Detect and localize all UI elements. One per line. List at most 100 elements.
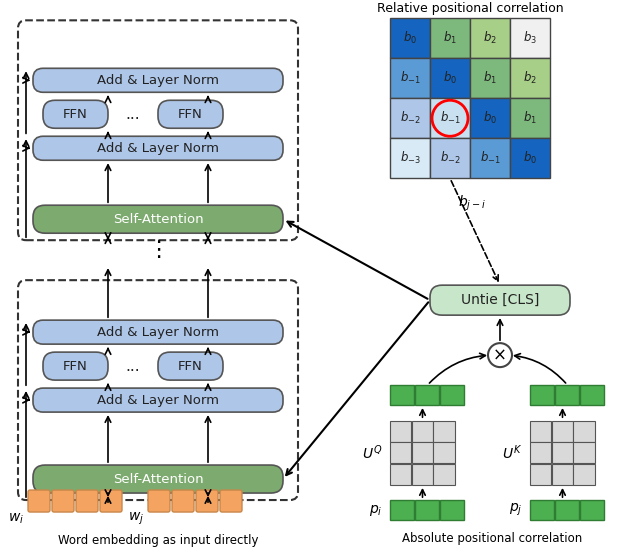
FancyBboxPatch shape bbox=[470, 98, 510, 138]
FancyBboxPatch shape bbox=[580, 385, 604, 405]
FancyBboxPatch shape bbox=[390, 385, 414, 405]
Text: $b_{-2}$: $b_{-2}$ bbox=[399, 110, 420, 126]
FancyBboxPatch shape bbox=[412, 421, 433, 442]
FancyBboxPatch shape bbox=[510, 98, 550, 138]
Text: $b_2$: $b_2$ bbox=[483, 30, 497, 46]
Text: $p_j$: $p_j$ bbox=[509, 502, 523, 518]
FancyBboxPatch shape bbox=[552, 464, 573, 485]
Text: Word embedding as input directly: Word embedding as input directly bbox=[58, 534, 259, 546]
FancyBboxPatch shape bbox=[220, 490, 242, 512]
FancyBboxPatch shape bbox=[390, 138, 430, 178]
FancyBboxPatch shape bbox=[412, 464, 433, 485]
FancyBboxPatch shape bbox=[530, 500, 554, 520]
FancyBboxPatch shape bbox=[573, 421, 595, 442]
FancyBboxPatch shape bbox=[33, 205, 283, 233]
FancyBboxPatch shape bbox=[470, 58, 510, 98]
FancyBboxPatch shape bbox=[52, 490, 74, 512]
Text: Add & Layer Norm: Add & Layer Norm bbox=[97, 394, 219, 406]
FancyBboxPatch shape bbox=[433, 442, 454, 463]
FancyBboxPatch shape bbox=[530, 385, 554, 405]
Text: $b_{-2}$: $b_{-2}$ bbox=[440, 150, 460, 166]
Text: $b_0$: $b_0$ bbox=[403, 30, 417, 46]
FancyBboxPatch shape bbox=[510, 58, 550, 98]
Text: ...: ... bbox=[125, 358, 140, 374]
Text: ×: × bbox=[493, 346, 507, 364]
Text: $b_{-1}$: $b_{-1}$ bbox=[440, 110, 460, 126]
FancyBboxPatch shape bbox=[530, 464, 551, 485]
FancyBboxPatch shape bbox=[33, 465, 283, 493]
FancyBboxPatch shape bbox=[430, 138, 470, 178]
FancyBboxPatch shape bbox=[430, 285, 570, 315]
Text: Untie [CLS]: Untie [CLS] bbox=[461, 293, 539, 307]
FancyBboxPatch shape bbox=[440, 385, 464, 405]
Text: $b_{j-i}$: $b_{j-i}$ bbox=[458, 194, 486, 213]
Circle shape bbox=[488, 343, 512, 367]
Text: $w_j$: $w_j$ bbox=[128, 511, 144, 527]
FancyBboxPatch shape bbox=[573, 464, 595, 485]
Text: $b_{-3}$: $b_{-3}$ bbox=[399, 150, 420, 166]
FancyBboxPatch shape bbox=[390, 442, 411, 463]
FancyBboxPatch shape bbox=[390, 18, 430, 58]
Text: Self-Attention: Self-Attention bbox=[113, 473, 204, 486]
FancyBboxPatch shape bbox=[555, 385, 579, 405]
FancyBboxPatch shape bbox=[33, 320, 283, 344]
Text: ...: ... bbox=[125, 107, 140, 122]
FancyBboxPatch shape bbox=[430, 18, 470, 58]
Text: $U^K$: $U^K$ bbox=[502, 444, 522, 462]
Text: $b_0$: $b_0$ bbox=[483, 110, 497, 126]
FancyBboxPatch shape bbox=[433, 464, 454, 485]
Text: Self-Attention: Self-Attention bbox=[113, 213, 204, 226]
FancyBboxPatch shape bbox=[28, 490, 50, 512]
Text: Add & Layer Norm: Add & Layer Norm bbox=[97, 142, 219, 155]
FancyBboxPatch shape bbox=[33, 69, 283, 92]
FancyBboxPatch shape bbox=[552, 442, 573, 463]
FancyBboxPatch shape bbox=[18, 280, 298, 500]
FancyBboxPatch shape bbox=[18, 20, 298, 240]
Text: $b_3$: $b_3$ bbox=[523, 30, 537, 46]
FancyBboxPatch shape bbox=[415, 385, 439, 405]
Text: FFN: FFN bbox=[178, 108, 202, 121]
FancyBboxPatch shape bbox=[196, 490, 218, 512]
Text: FFN: FFN bbox=[63, 359, 88, 373]
Text: $w_i$: $w_i$ bbox=[8, 512, 24, 526]
FancyBboxPatch shape bbox=[555, 500, 579, 520]
Text: $b_0$: $b_0$ bbox=[443, 70, 457, 86]
FancyBboxPatch shape bbox=[580, 500, 604, 520]
Text: FFN: FFN bbox=[63, 108, 88, 121]
Text: $b_0$: $b_0$ bbox=[523, 150, 537, 166]
FancyBboxPatch shape bbox=[390, 464, 411, 485]
FancyBboxPatch shape bbox=[33, 136, 283, 160]
FancyBboxPatch shape bbox=[100, 490, 122, 512]
Text: $U^Q$: $U^Q$ bbox=[362, 444, 382, 462]
FancyBboxPatch shape bbox=[390, 500, 414, 520]
FancyBboxPatch shape bbox=[148, 490, 170, 512]
FancyBboxPatch shape bbox=[573, 442, 595, 463]
FancyBboxPatch shape bbox=[43, 352, 108, 380]
Text: $b_2$: $b_2$ bbox=[523, 70, 537, 86]
FancyBboxPatch shape bbox=[470, 138, 510, 178]
FancyBboxPatch shape bbox=[76, 490, 98, 512]
FancyBboxPatch shape bbox=[158, 100, 223, 128]
Text: ⋮: ⋮ bbox=[147, 240, 169, 260]
FancyBboxPatch shape bbox=[510, 18, 550, 58]
FancyBboxPatch shape bbox=[415, 500, 439, 520]
FancyBboxPatch shape bbox=[510, 138, 550, 178]
FancyBboxPatch shape bbox=[530, 421, 551, 442]
Text: $b_1$: $b_1$ bbox=[523, 110, 537, 126]
FancyBboxPatch shape bbox=[430, 58, 470, 98]
Text: Add & Layer Norm: Add & Layer Norm bbox=[97, 326, 219, 338]
FancyBboxPatch shape bbox=[43, 100, 108, 128]
FancyBboxPatch shape bbox=[433, 421, 454, 442]
FancyBboxPatch shape bbox=[412, 442, 433, 463]
FancyBboxPatch shape bbox=[33, 388, 283, 412]
FancyBboxPatch shape bbox=[430, 98, 470, 138]
Text: $b_1$: $b_1$ bbox=[443, 30, 457, 46]
Text: Relative positional correlation: Relative positional correlation bbox=[377, 2, 563, 15]
FancyBboxPatch shape bbox=[390, 58, 430, 98]
Text: FFN: FFN bbox=[178, 359, 203, 373]
FancyBboxPatch shape bbox=[440, 500, 464, 520]
Text: $b_1$: $b_1$ bbox=[483, 70, 497, 86]
FancyBboxPatch shape bbox=[470, 18, 510, 58]
FancyBboxPatch shape bbox=[172, 490, 194, 512]
FancyBboxPatch shape bbox=[390, 421, 411, 442]
